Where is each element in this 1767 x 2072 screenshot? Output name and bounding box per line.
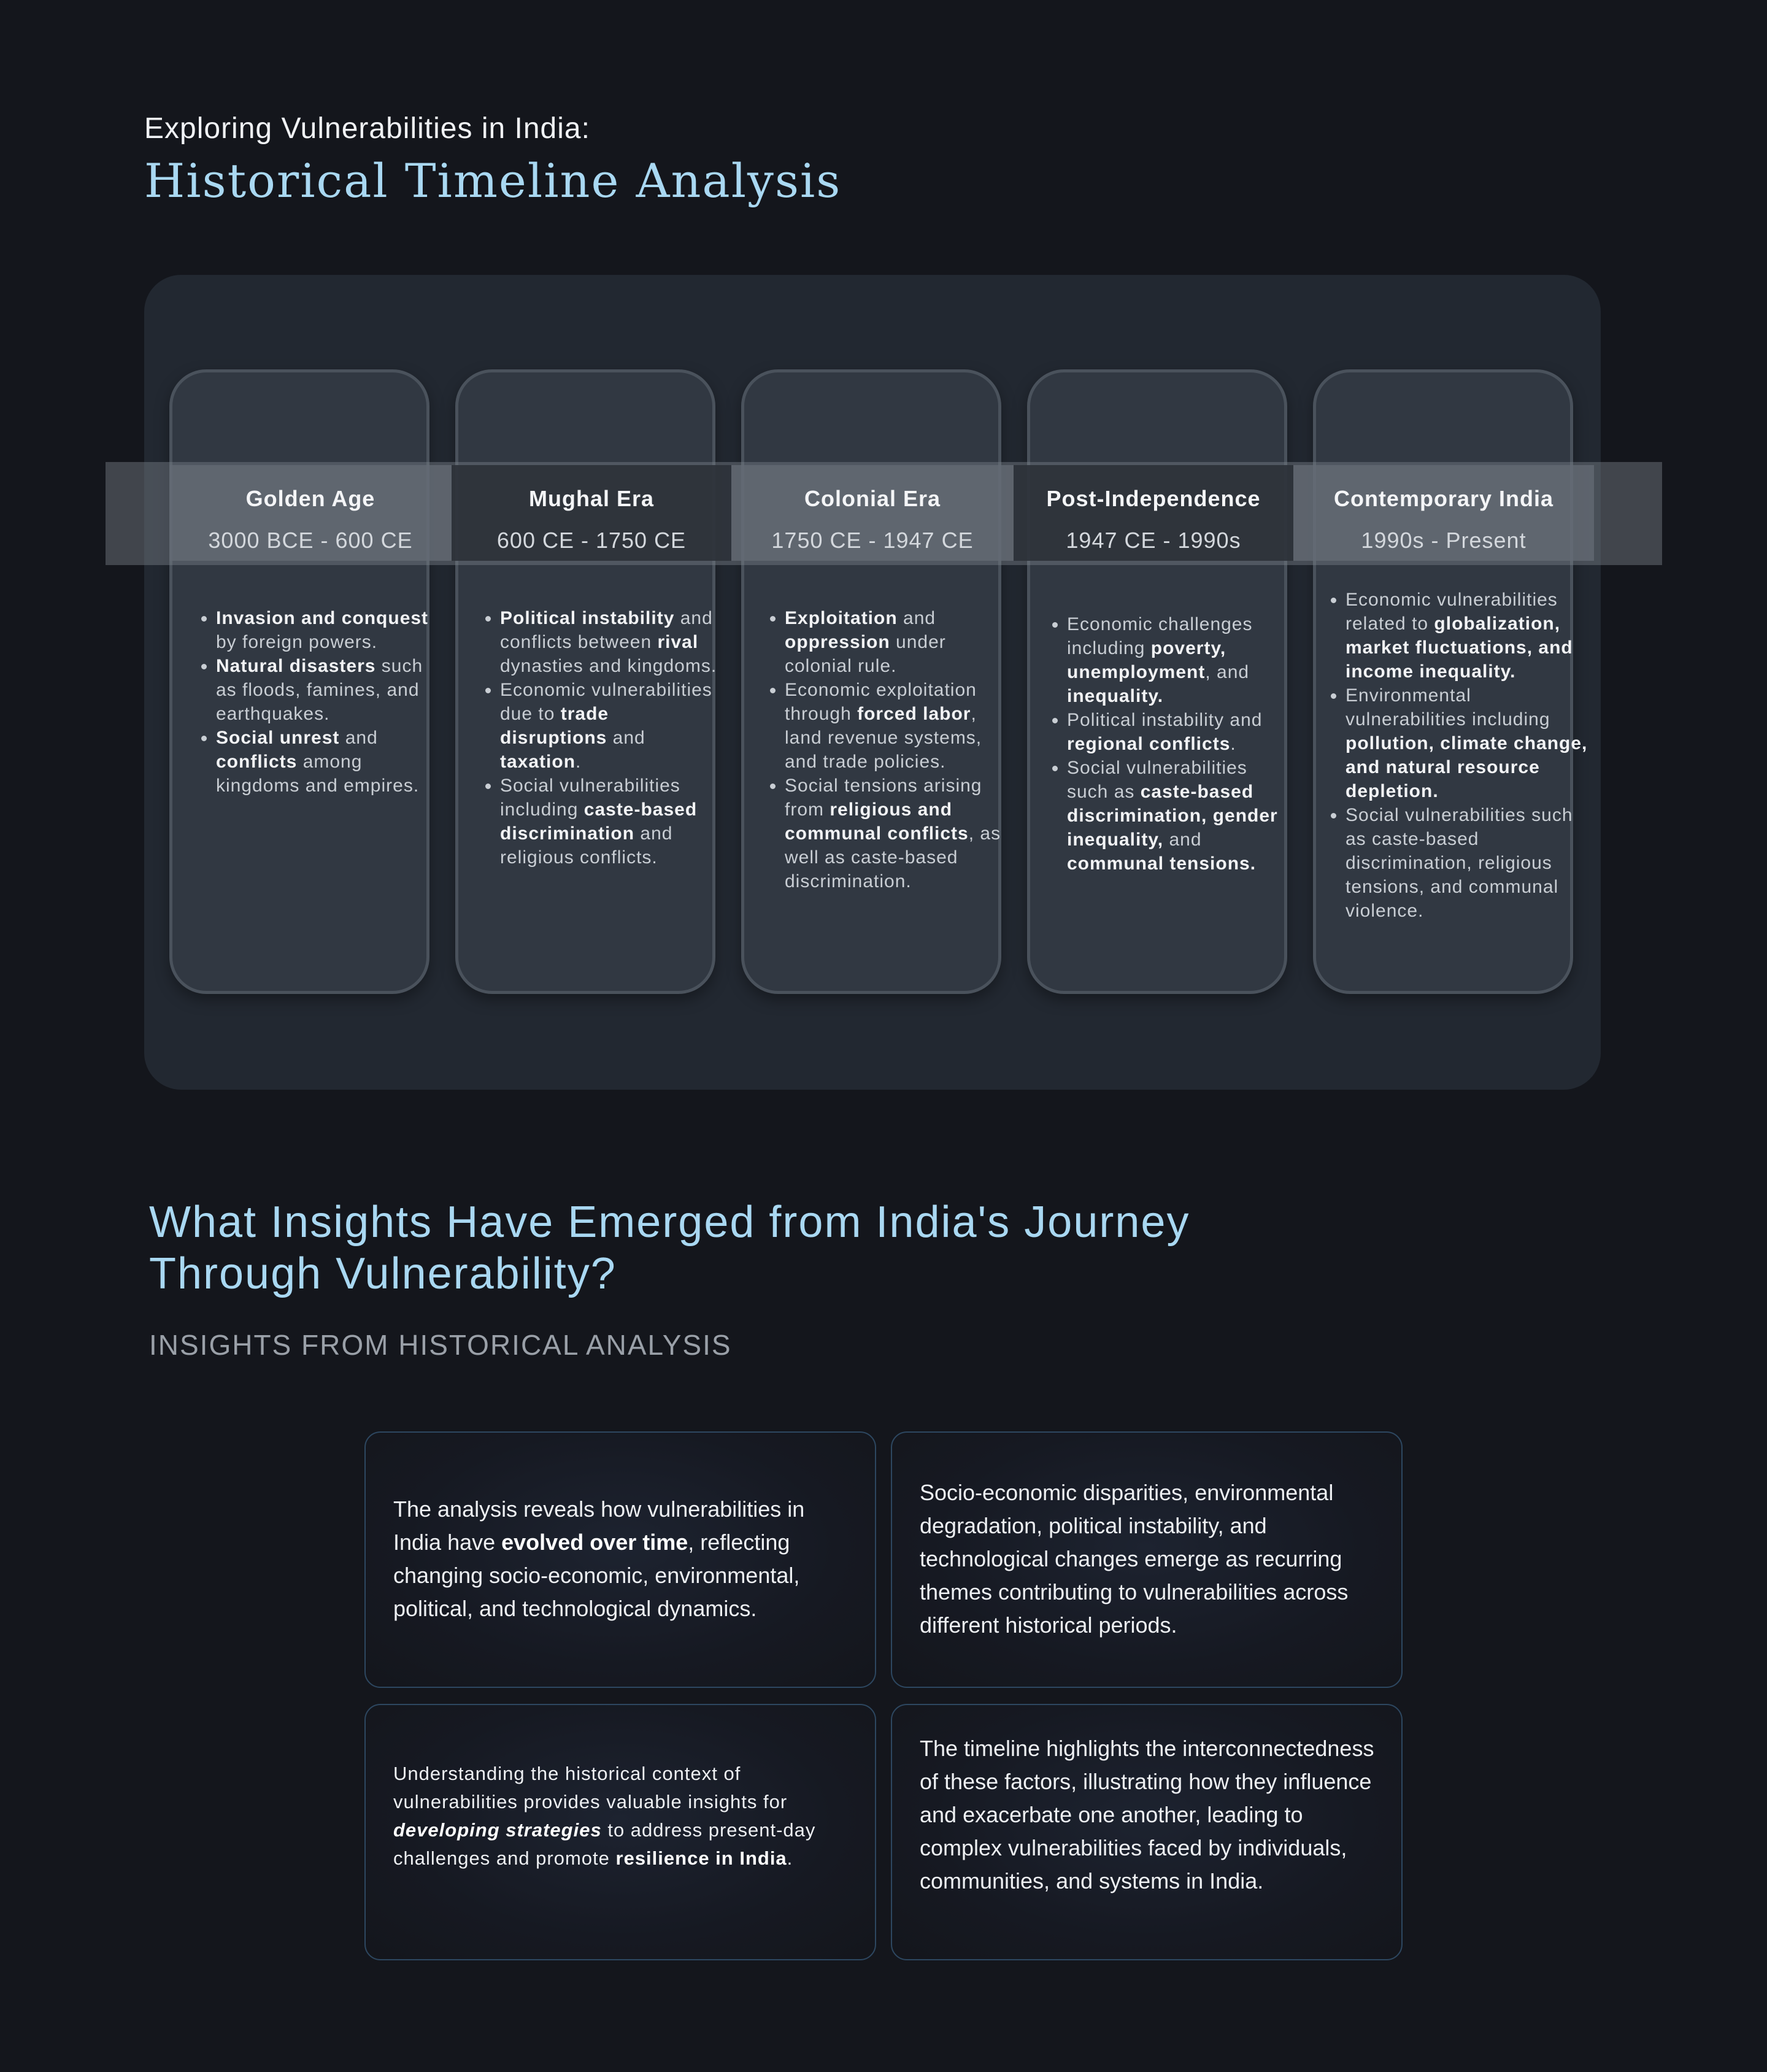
era-dates: 3000 BCE - 600 CE: [208, 528, 413, 553]
era-name: Golden Age: [245, 486, 375, 511]
page-title: Historical Timeline Analysis: [144, 153, 842, 208]
era-header-contemporary-india: Contemporary India 1990s - Present: [1293, 465, 1594, 561]
era-bullets-post-independence: Economic challenges including poverty, u…: [1047, 612, 1288, 876]
insights-heading: What Insights Have Emerged from India's …: [149, 1198, 1190, 1298]
page-subtitle: Exploring Vulnerabilities in India:: [144, 112, 590, 145]
insight-card-strategies: [364, 1704, 876, 1960]
bullet-item: Environmental vulnerabilities including …: [1345, 684, 1591, 803]
era-dates: 1990s - Present: [1361, 528, 1526, 553]
bullet-item: Social tensions arising from religious a…: [785, 774, 1006, 893]
bullet-item: Social unrest and conflicts among kingdo…: [216, 726, 437, 798]
era-dates: 1947 CE - 1990s: [1066, 528, 1241, 553]
bullet-item: Exploitation and oppression under coloni…: [785, 606, 1006, 678]
era-name: Post-Independence: [1046, 486, 1261, 511]
era-bullets-golden-age: Invasion and conquest by foreign powers.…: [196, 606, 437, 798]
insight-card-recurring-themes: [891, 1431, 1403, 1688]
bullet-item: Natural disasters such as floods, famine…: [216, 654, 437, 726]
bullet-item: Social vulnerabilities including caste-b…: [500, 774, 721, 869]
bullet-item: Invasion and conquest by foreign powers.: [216, 606, 437, 654]
era-header-mughal-era: Mughal Era 600 CE - 1750 CE: [452, 465, 731, 561]
insight-text-strategies: Understanding the historical context of …: [393, 1763, 816, 1869]
insight-text-interconnectedness: The timeline highlights the interconnect…: [920, 1736, 1374, 1893]
insight-card-interconnectedness: [891, 1704, 1403, 1960]
insight-card-evolution: [364, 1431, 876, 1688]
bullet-item: Social vulnerabilities such as caste-bas…: [1345, 803, 1591, 923]
insight-text-recurring-themes: Socio-economic disparities, environmenta…: [920, 1480, 1349, 1638]
bullet-item: Economic vulnerabilities related to glob…: [1345, 588, 1591, 684]
bullet-item: Political instability and regional confl…: [1067, 708, 1288, 756]
era-name: Contemporary India: [1333, 486, 1554, 511]
era-name: Mughal Era: [528, 486, 655, 511]
bullet-item: Social vulnerabilities such as caste-bas…: [1067, 756, 1288, 876]
insights-subheading: INSIGHTS FROM HISTORICAL ANALYSIS: [149, 1329, 732, 1361]
era-bullets-contemporary-india: Economic vulnerabilities related to glob…: [1326, 588, 1591, 923]
era-header-post-independence: Post-Independence 1947 CE - 1990s: [1014, 465, 1293, 561]
bullet-item: Economic vulnerabilities due to trade di…: [500, 678, 721, 774]
era-header-colonial-era: Colonial Era 1750 CE - 1947 CE: [731, 465, 1014, 561]
era-bullets-mughal-era: Political instability and conflicts betw…: [480, 606, 721, 869]
era-header-golden-age: Golden Age 3000 BCE - 600 CE: [169, 465, 452, 561]
bullet-item: Economic challenges including poverty, u…: [1067, 612, 1288, 708]
insight-text-evolution: The analysis reveals how vulnerabilities…: [393, 1496, 805, 1621]
era-dates: 600 CE - 1750 CE: [496, 528, 687, 553]
bullet-item: Economic exploitation through forced lab…: [785, 678, 1006, 774]
era-bullets-colonial-era: Exploitation and oppression under coloni…: [765, 606, 1006, 893]
era-dates: 1750 CE - 1947 CE: [771, 528, 974, 553]
era-name: Colonial Era: [804, 486, 941, 511]
bullet-item: Political instability and conflicts betw…: [500, 606, 721, 678]
